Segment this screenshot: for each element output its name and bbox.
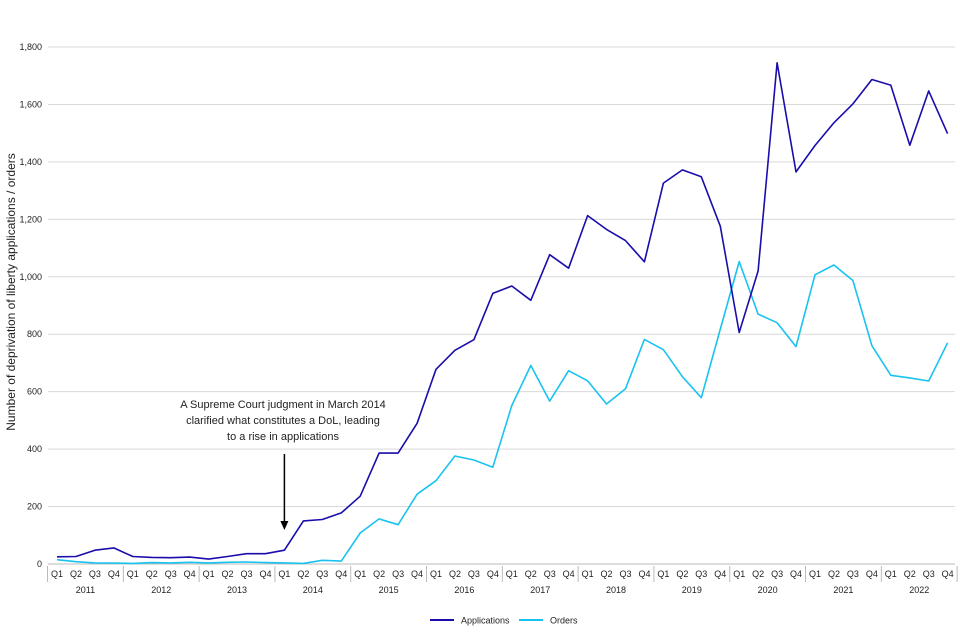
x-tick-label: Q1 (885, 569, 897, 579)
x-tick-label: Q1 (127, 569, 139, 579)
x-tick-label: Q3 (240, 569, 252, 579)
x-tick-label: Q3 (392, 569, 404, 579)
annotation-line-1: A Supreme Court judgment in March 2014 (180, 399, 385, 411)
x-tick-label: Q1 (430, 569, 442, 579)
x-axis: Q1 Q2 Q3 Q4 Q1 Q2 Q3 Q4 Q1 Q2 Q3 Q4 Q1 Q2 Q3 Q4 Q1 Q2 Q3 Q4… (47, 566, 958, 595)
x-tick-label: Q4 (563, 569, 575, 579)
x-tick-label: Q1 (51, 569, 63, 579)
x-tick-label: Q4 (335, 569, 347, 579)
x-tick-label: Q4 (108, 569, 120, 579)
x-tick-label: Q2 (222, 569, 234, 579)
x-tick-label: Q3 (89, 569, 101, 579)
x-tick-label: Q1 (733, 569, 745, 579)
x-tick-label: Q4 (638, 569, 650, 579)
x-tick-label: Q4 (184, 569, 196, 579)
annotation-line-3: to a rise in applications (227, 431, 339, 443)
x-tick-label: Q2 (525, 569, 537, 579)
y-tick-label: 800 (27, 329, 42, 339)
x-tick-label: Q2 (449, 569, 461, 579)
legend: Applications Orders (430, 616, 578, 626)
legend-label: Orders (550, 616, 578, 626)
y-axis-ticks: 0 200 400 600 800 1,000 1,200 1,400 1,600 1,800 (19, 42, 42, 569)
x-tick-label: Q1 (506, 569, 518, 579)
year-label: 2020 (758, 585, 778, 595)
x-tick-label: Q2 (70, 569, 82, 579)
y-tick-label: 1,600 (19, 99, 42, 109)
x-tick-label: Q1 (582, 569, 594, 579)
series-line-orders (56, 260, 949, 565)
x-tick-label: Q2 (146, 569, 158, 579)
year-label: 2014 (303, 585, 323, 595)
legend-label: Applications (461, 616, 510, 626)
x-tick-label: Q1 (809, 569, 821, 579)
x-tick-label: Q3 (316, 569, 328, 579)
x-tick-label: Q4 (714, 569, 726, 579)
year-label: 2016 (454, 585, 474, 595)
x-tick-label: Q1 (203, 569, 215, 579)
x-tick-label: Q1 (657, 569, 669, 579)
x-tick-label: Q2 (297, 569, 309, 579)
annotation-line-2: clarified what constitutes a DoL, leadin… (186, 415, 380, 427)
x-tick-label: Q3 (771, 569, 783, 579)
year-label: 2018 (606, 585, 626, 595)
year-label: 2017 (530, 585, 550, 595)
x-tick-label: Q4 (942, 569, 954, 579)
y-tick-label: 1,800 (19, 42, 42, 52)
annotation: A Supreme Court judgment in March 2014 c… (180, 399, 386, 530)
year-label: 2019 (682, 585, 702, 595)
y-axis-label: Number of deprivation of liberty applica… (4, 153, 18, 430)
y-tick-label: 0 (37, 559, 42, 569)
y-tick-label: 1,000 (19, 272, 42, 282)
x-tick-label: Q3 (468, 569, 480, 579)
y-tick-label: 200 (27, 502, 42, 512)
x-tick-label: Q2 (601, 569, 613, 579)
annotation-arrowhead (280, 521, 289, 530)
x-tick-label: Q4 (411, 569, 423, 579)
x-tick-label: Q4 (866, 569, 878, 579)
x-tick-label: Q4 (487, 569, 499, 579)
year-label: 2022 (909, 585, 929, 595)
x-tick-label: Q2 (904, 569, 916, 579)
y-tick-label: 1,200 (19, 214, 42, 224)
x-tick-label: Q3 (923, 569, 935, 579)
x-tick-label: Q4 (259, 569, 271, 579)
year-label: 2015 (379, 585, 399, 595)
y-tick-label: 1,400 (19, 157, 42, 167)
x-tick-label: Q2 (752, 569, 764, 579)
x-tick-label: Q2 (828, 569, 840, 579)
x-tick-label: Q3 (165, 569, 177, 579)
x-tick-label: Q4 (790, 569, 802, 579)
gridlines (48, 46, 955, 565)
x-tick-label: Q2 (676, 569, 688, 579)
series-line-applications (56, 61, 949, 560)
x-tick-label: Q3 (619, 569, 631, 579)
y-tick-label: 400 (27, 444, 42, 454)
year-label: 2012 (151, 585, 171, 595)
year-label: 2011 (76, 585, 95, 595)
x-tick-label: Q3 (544, 569, 556, 579)
series-lines (56, 61, 949, 565)
year-label: 2021 (833, 585, 853, 595)
year-label: 2013 (227, 585, 247, 595)
x-tick-label: Q2 (373, 569, 385, 579)
x-tick-label: Q1 (354, 569, 366, 579)
x-tick-label: Q3 (695, 569, 707, 579)
y-tick-label: 600 (27, 387, 42, 397)
x-tick-label: Q1 (278, 569, 290, 579)
x-tick-label: Q3 (847, 569, 859, 579)
